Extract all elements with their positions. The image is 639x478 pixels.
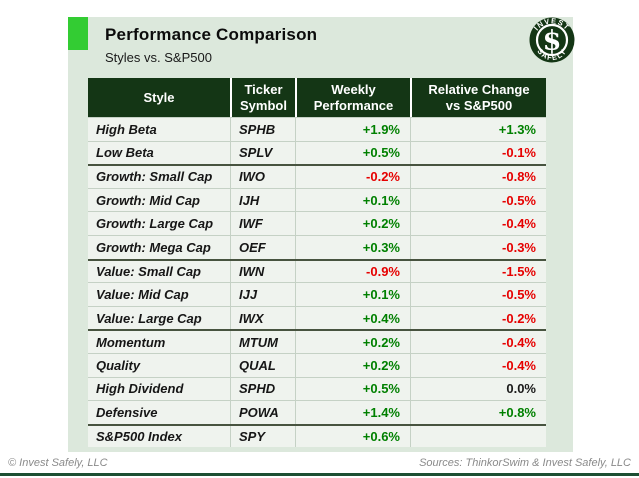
table-row: Value: Small Cap IWN -0.9% -1.5% [88, 258, 546, 283]
relative-change-cell: -0.4% [410, 331, 546, 353]
table-row: Growth: Mega Cap OEF +0.3% -0.3% [88, 234, 546, 259]
weekly-performance-cell: +0.1% [295, 283, 410, 306]
weekly-performance-cell: +0.5% [295, 141, 410, 165]
ticker-cell: SPY [230, 425, 295, 448]
style-cell: Low Beta [96, 145, 154, 161]
table-row: Growth: Mid Cap IJH +0.1% -0.5% [88, 187, 546, 212]
dollar-sign-icon: $ [543, 26, 562, 57]
style-cell: Value: Small Cap [96, 263, 201, 279]
style-cell: Quality [96, 357, 141, 373]
relative-change-cell: -0.8% [410, 166, 546, 188]
ticker-cell: IWN [230, 260, 295, 283]
style-cell: Growth: Mid Cap [96, 192, 200, 208]
table-row: Momentum MTUM +0.2% -0.4% [88, 329, 546, 353]
page-subtitle: Styles vs. S&P500 [105, 50, 212, 65]
relative-change-cell: +1.3% [410, 118, 546, 141]
ticker-cell: OEF [230, 235, 295, 259]
relative-change-cell: -0.2% [410, 306, 546, 330]
svg-text:SAFELY: SAFELY [535, 47, 568, 62]
relative-change-cell [410, 425, 546, 448]
ticker-cell: POWA [230, 401, 295, 424]
weekly-performance-cell: +0.4% [295, 306, 410, 330]
accent-square [68, 17, 88, 50]
column-header-weekly-performance: Weekly Performance [295, 78, 410, 117]
weekly-performance-cell: +1.4% [295, 401, 410, 424]
relative-change-cell: +0.8% [410, 401, 546, 424]
ticker-cell: SPHB [230, 118, 295, 141]
relative-change-cell: -0.4% [410, 212, 546, 235]
ticker-cell: IJJ [230, 283, 295, 306]
weekly-performance-cell: +0.6% [295, 425, 410, 448]
style-cell: S&P500 Index [96, 429, 182, 445]
style-cell: Momentum [96, 334, 166, 350]
style-cell: Value: Mid Cap [96, 286, 189, 302]
table-row: Low Beta SPLV +0.5% -0.1% [88, 140, 546, 165]
table-row: S&P500 Index SPY +0.6% [88, 423, 546, 448]
weekly-performance-cell: -0.2% [295, 166, 410, 188]
content-panel: Performance Comparison Styles vs. S&P500… [68, 17, 575, 452]
copyright-text: © Invest Safely, LLC [8, 457, 108, 469]
bottom-bar [0, 473, 639, 476]
weekly-performance-cell: +1.9% [295, 118, 410, 141]
weekly-performance-cell: +0.2% [295, 353, 410, 377]
table-row: Quality QUAL +0.2% -0.4% [88, 352, 546, 377]
invest-safely-logo-icon: INVEST SAFELY $ [529, 17, 575, 63]
ticker-cell: IWO [230, 166, 295, 188]
weekly-performance-cell: +0.5% [295, 377, 410, 401]
column-header-relative-change: Relative Change vs S&P500 [410, 78, 546, 117]
style-cell: Value: Large Cap [96, 310, 202, 326]
table-body: High Beta SPHB +1.9% +1.3% Low Beta SPLV +0.5%… [88, 117, 546, 448]
footer: © Invest Safely, LLC Sources: ThinkorSwi… [0, 456, 639, 472]
style-cell: Defensive [96, 404, 158, 420]
sources-text: Sources: ThinkorSwim & Invest Safely, LL… [419, 457, 631, 469]
table-row: High Dividend SPHD +0.5% 0.0% [88, 376, 546, 401]
table-row: Growth: Large Cap IWF +0.2% -0.4% [88, 211, 546, 235]
relative-change-cell: -0.5% [410, 283, 546, 306]
relative-change-cell: -1.5% [410, 260, 546, 283]
weekly-performance-cell: -0.9% [295, 260, 410, 283]
table-header-row: Style Ticker Symbol Weekly Performance R… [88, 78, 546, 117]
table-row: Growth: Small Cap IWO -0.2% -0.8% [88, 164, 546, 188]
table-row: Defensive POWA +1.4% +0.8% [88, 400, 546, 424]
ticker-cell: SPHD [230, 377, 295, 401]
relative-change-cell: -0.3% [410, 235, 546, 259]
ticker-cell: IWF [230, 212, 295, 235]
relative-change-cell: -0.4% [410, 353, 546, 377]
column-header-style: Style [143, 89, 175, 105]
column-header-ticker-symbol: Ticker Symbol [230, 78, 295, 117]
weekly-performance-cell: +0.3% [295, 235, 410, 259]
ticker-cell: IWX [230, 306, 295, 330]
weekly-performance-cell: +0.2% [295, 212, 410, 235]
page-title: Performance Comparison [105, 25, 318, 44]
ticker-cell: IJH [230, 188, 295, 212]
style-cell: Growth: Large Cap [96, 216, 214, 232]
ticker-cell: SPLV [230, 141, 295, 165]
ticker-cell: MTUM [230, 331, 295, 353]
style-cell: High Beta [96, 121, 157, 137]
ticker-cell: QUAL [230, 353, 295, 377]
table-row: Value: Large Cap IWX +0.4% -0.2% [88, 305, 546, 330]
table-row: Value: Mid Cap IJJ +0.1% -0.5% [88, 282, 546, 306]
weekly-performance-cell: +0.1% [295, 188, 410, 212]
style-cell: High Dividend [96, 381, 184, 397]
weekly-performance-cell: +0.2% [295, 331, 410, 353]
table-row: High Beta SPHB +1.9% +1.3% [88, 117, 546, 141]
logo-bottom-text: SAFELY [535, 47, 567, 62]
relative-change-cell: -0.1% [410, 141, 546, 165]
style-cell: Growth: Small Cap [96, 169, 213, 185]
performance-table: Style Ticker Symbol Weekly Performance R… [88, 78, 546, 448]
relative-change-cell: 0.0% [410, 377, 546, 401]
relative-change-cell: -0.5% [410, 188, 546, 212]
style-cell: Growth: Mega Cap [96, 239, 211, 255]
